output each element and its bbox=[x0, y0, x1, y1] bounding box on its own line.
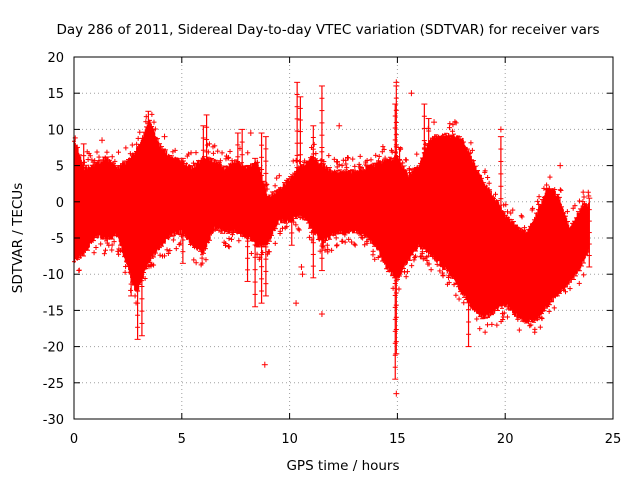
x-tick-label: 15 bbox=[389, 432, 406, 447]
y-tick-label: -5 bbox=[51, 232, 64, 247]
chart-title: Day 286 of 2011, Sidereal Day-to-day VTE… bbox=[56, 22, 599, 38]
y-tick-label: 0 bbox=[56, 196, 64, 211]
y-tick-label: 10 bbox=[47, 123, 64, 138]
y-tick-label: 15 bbox=[47, 87, 64, 102]
x-tick-label: 0 bbox=[70, 432, 78, 447]
data-layer bbox=[72, 79, 593, 397]
x-tick-label: 25 bbox=[605, 432, 622, 447]
x-tick-label: 5 bbox=[178, 432, 186, 447]
y-tick-label: -20 bbox=[43, 341, 64, 356]
y-axis-title: SDTVAR / TECUs bbox=[10, 183, 26, 293]
axis-ticks: 0 5 10 15 20 25 -30 -25 -20 -15 -10 -5 0 5 10 15 20 bbox=[43, 51, 622, 447]
y-tick-label: -10 bbox=[43, 268, 64, 283]
y-tick-label: -15 bbox=[43, 304, 64, 319]
y-tick-label: 20 bbox=[47, 51, 64, 66]
x-tick-label: 20 bbox=[497, 432, 514, 447]
x-axis-title: GPS time / hours bbox=[286, 458, 399, 474]
y-tick-label: -30 bbox=[43, 413, 64, 428]
y-tick-label: -25 bbox=[43, 377, 64, 392]
x-tick-label: 10 bbox=[281, 432, 298, 447]
y-tick-label: 5 bbox=[56, 160, 64, 175]
